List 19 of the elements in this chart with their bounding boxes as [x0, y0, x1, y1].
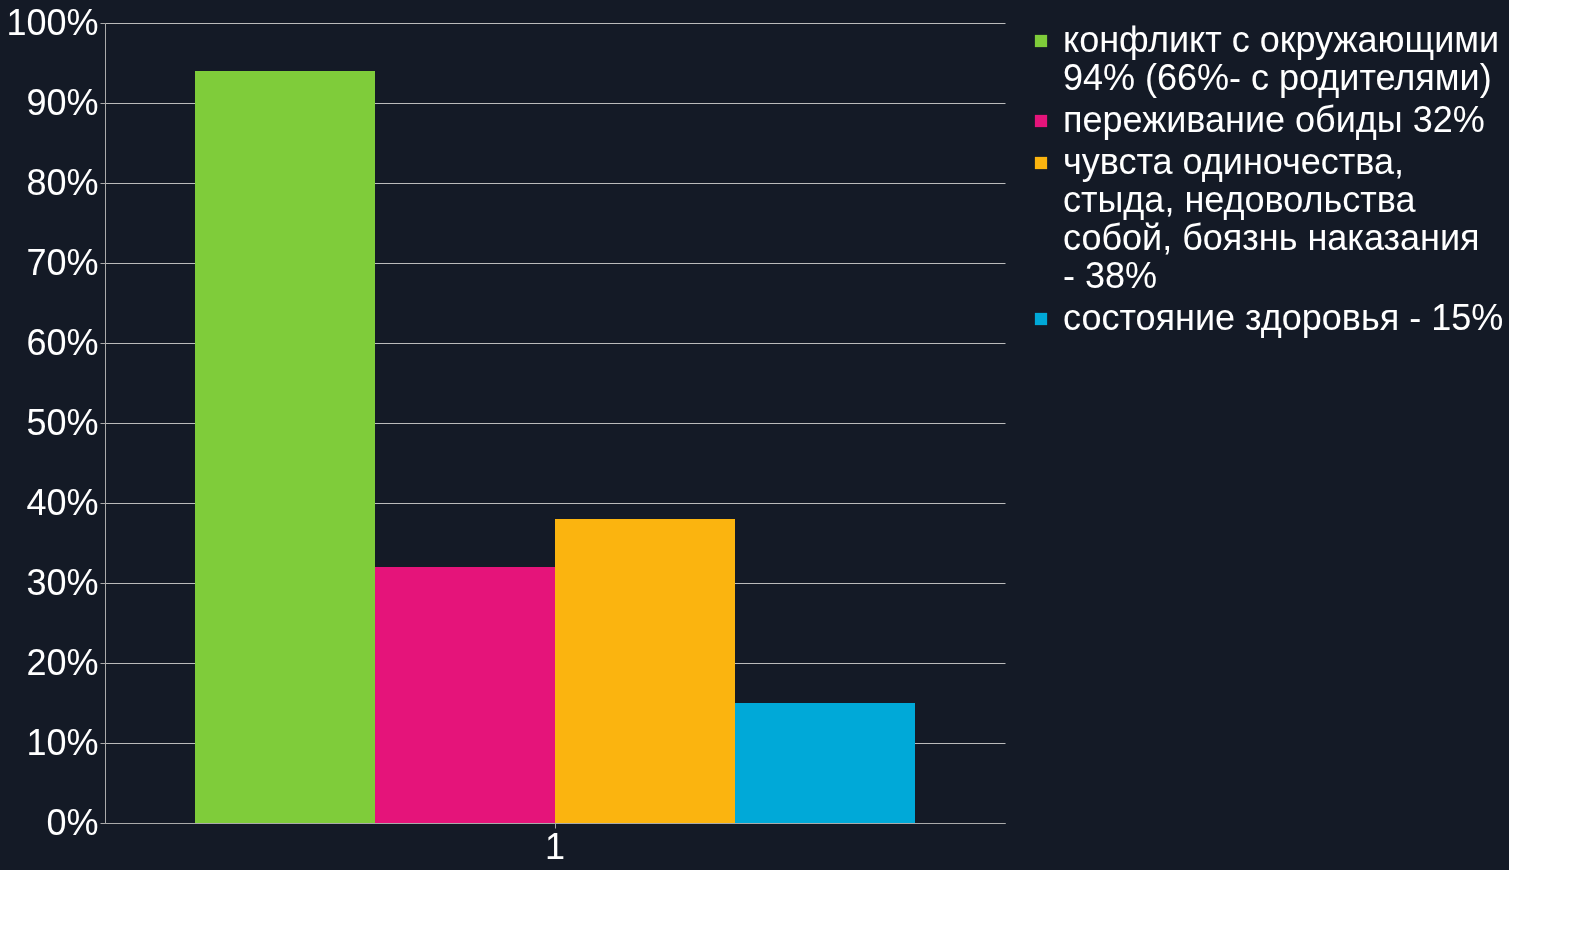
x-tick-label: 1: [544, 825, 566, 867]
y-tick-label: 20%: [26, 641, 99, 683]
bar: [195, 71, 375, 823]
bar: [375, 567, 555, 823]
bar: [735, 703, 915, 823]
y-tick-label: 30%: [26, 561, 99, 603]
legend-label: конфликт с окружающими 94% (66%- с родителями): [1063, 19, 1500, 98]
y-tick-label: 70%: [26, 241, 99, 283]
y-tick-label: 60%: [26, 321, 99, 363]
legend-label: состояние здоровья - 15%: [1063, 297, 1504, 338]
y-tick-label: 10%: [26, 721, 99, 763]
legend-label: переживание обиды 32%: [1063, 99, 1485, 140]
bar: [555, 519, 735, 823]
y-tick-label: 0%: [46, 801, 99, 843]
y-tick-label: 50%: [26, 401, 99, 443]
y-tick-label: 100%: [6, 1, 99, 43]
y-tick-label: 40%: [26, 481, 99, 523]
y-tick-label: 80%: [26, 161, 99, 203]
y-tick-label: 90%: [26, 81, 99, 123]
